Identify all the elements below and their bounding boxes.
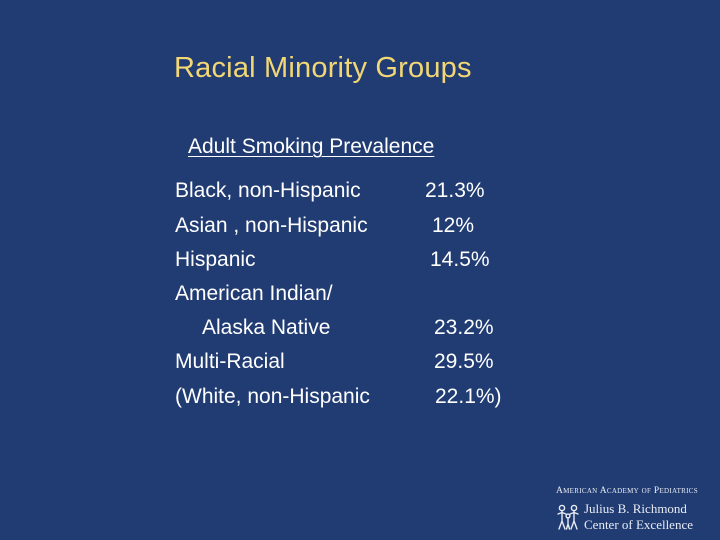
row-value: 21.3% (425, 179, 485, 202)
aap-center-logo: American Academy of Pediatrics Julius B.… (548, 486, 714, 534)
row-label: Hispanic (175, 248, 256, 271)
list-item: American Indian/ (0, 282, 720, 318)
logo-center-line2: Center of Excellence (584, 517, 693, 532)
row-value: 29.5% (434, 350, 494, 373)
row-label: Asian , non-Hispanic (175, 214, 368, 237)
row-label: Black, non-Hispanic (175, 179, 361, 202)
row-label: American Indian/ (175, 282, 333, 305)
list-item: (White, non-Hispanic 22.1%) (0, 385, 720, 421)
list-item: Asian , non-Hispanic 12% (0, 214, 720, 250)
row-label: (White, non-Hispanic (175, 385, 370, 408)
row-label: Multi-Racial (175, 350, 285, 373)
list-item: Black, non-Hispanic 21.3% (0, 179, 720, 215)
slide-subtitle: Adult Smoking Prevalence (188, 135, 435, 158)
slide-title: Racial Minority Groups (174, 52, 472, 84)
row-label: Alaska Native (202, 316, 331, 339)
row-value: 22.1%) (435, 385, 502, 408)
list-item: Alaska Native 23.2% (0, 316, 720, 352)
row-value: 14.5% (430, 248, 490, 271)
family-figures-icon (557, 504, 579, 530)
row-value: 23.2% (434, 316, 494, 339)
logo-organization-name: American Academy of Pediatrics (556, 486, 698, 496)
list-item: Multi-Racial 29.5% (0, 350, 720, 386)
row-value: 12% (432, 214, 475, 237)
list-item: Hispanic 14.5% (0, 248, 720, 284)
logo-center-line1: Julius B. Richmond (584, 501, 687, 516)
